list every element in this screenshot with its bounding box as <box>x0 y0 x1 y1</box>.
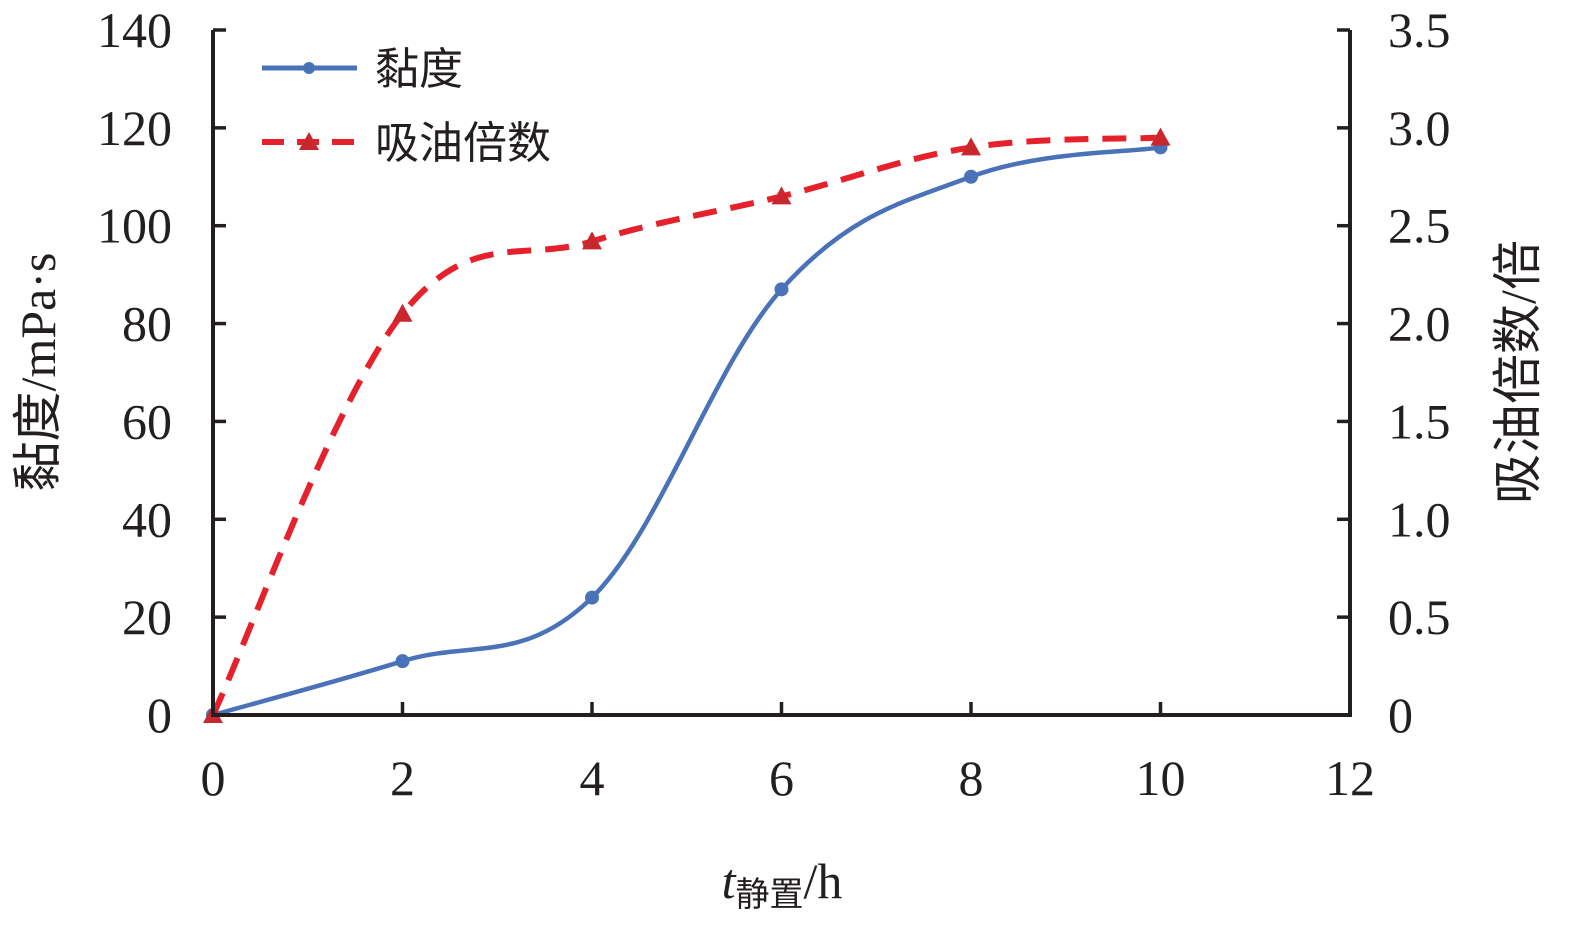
y-right-tick-label: 3.5 <box>1388 2 1451 58</box>
y-right-tick-label: 3.0 <box>1388 100 1451 156</box>
x-tick-label: 6 <box>769 750 794 806</box>
y-right-tick-label: 0.5 <box>1388 589 1451 645</box>
y-left-tick-label: 0 <box>147 687 172 743</box>
x-tick-label: 4 <box>580 750 605 806</box>
data-point-oil-absorption <box>1150 127 1171 146</box>
legend-marker-viscosity <box>303 62 315 74</box>
series-line-viscosity <box>212 145 1161 718</box>
series-line-oil-absorption <box>210 134 1161 717</box>
plot-lines <box>203 127 1171 723</box>
x-axis-title-main: t <box>722 853 737 909</box>
data-point-viscosity <box>774 282 789 297</box>
data-point-oil-absorption <box>961 137 981 156</box>
y-right-tick-label: 2.0 <box>1388 296 1451 352</box>
legend-marker-oil-absorption <box>299 132 319 150</box>
y-left-tick-label: 80 <box>122 296 172 352</box>
y-axis-right-title: 吸油倍数/倍 <box>1490 240 1546 504</box>
y-left-tick-label: 20 <box>122 589 172 645</box>
x-axis-title-subscript: 静置 <box>736 875 804 915</box>
y-left-tick-label: 40 <box>122 491 172 547</box>
data-point-oil-absorption <box>392 303 413 322</box>
y-left-tick-label: 120 <box>97 100 172 156</box>
y-right-tick-label: 0 <box>1388 687 1413 743</box>
data-point-oil-absorption <box>771 186 792 205</box>
y-axis-left-title: 黏度/mPa·s <box>10 253 66 492</box>
ticks: 0 2 4 6 8 10 1202040608010012014000.51.01.52.0… <box>97 2 1451 806</box>
x-tick-label: 0 <box>201 750 226 806</box>
data-point-viscosity <box>395 654 410 669</box>
legend-label-oil-absorption: 吸油倍数 <box>375 118 551 169</box>
data-point-oil-absorption <box>582 231 602 250</box>
data-point-viscosity <box>585 590 599 605</box>
x-tick-label: 12 <box>1325 750 1375 806</box>
y-right-tick-label: 1.5 <box>1388 393 1451 449</box>
y-left-tick-label: 60 <box>122 393 172 449</box>
y-left-tick-label: 100 <box>97 198 172 254</box>
legend: 黏度 吸油倍数 <box>262 44 551 169</box>
y-right-tick-label: 2.5 <box>1388 198 1451 254</box>
x-tick-label: 2 <box>390 750 415 806</box>
data-point-viscosity <box>964 169 978 184</box>
legend-label-viscosity: 黏度 <box>375 44 463 95</box>
y-right-tick-label: 1.0 <box>1388 491 1451 547</box>
x-axis-title-unit: /h <box>804 853 843 909</box>
x-tick-label: 8 <box>959 750 984 806</box>
x-axis-title: t静置/h <box>722 853 843 915</box>
y-left-tick-label: 140 <box>97 2 172 58</box>
x-tick-label: 10 <box>1136 750 1186 806</box>
